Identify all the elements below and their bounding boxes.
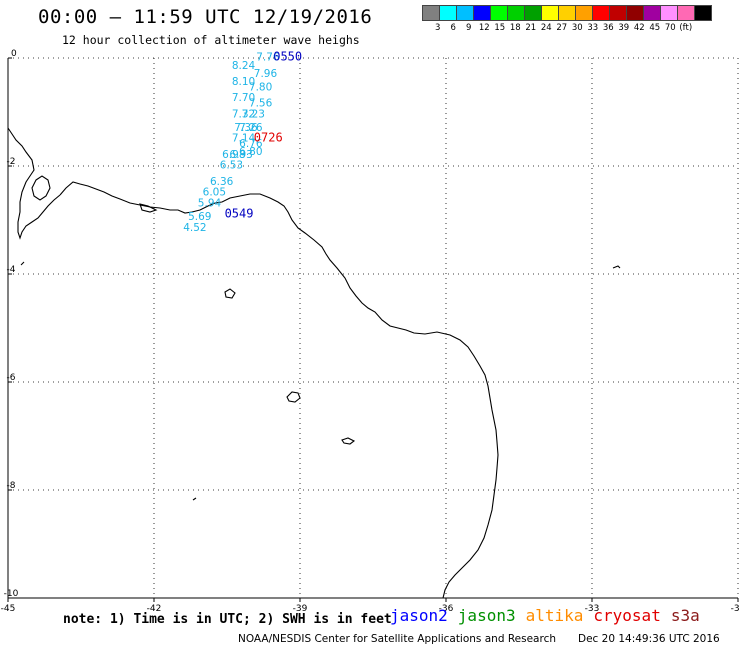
coastline-main <box>59 181 499 599</box>
coastline-lagoon <box>139 203 158 213</box>
color-scale-label: 12 <box>478 23 490 33</box>
pass-time-label: 0726 <box>254 131 283 145</box>
satellite-legend-item: s3a <box>670 606 700 625</box>
coastline-island-bay <box>31 175 51 201</box>
wave-height-value: 6.76 <box>239 138 263 150</box>
x-tick-label: -33 <box>585 604 600 614</box>
wave-height-value: 7.96 <box>254 68 278 80</box>
map-frame <box>7 58 738 599</box>
wave-height-value: 8.10 <box>232 76 255 88</box>
color-scale-label: 45 <box>649 23 661 33</box>
color-scale-label: 70 <box>664 23 676 33</box>
y-tick-label: -4 <box>7 265 16 275</box>
wave-height-value: 5.94 <box>198 198 222 210</box>
grid-lines <box>7 57 739 599</box>
wave-height-value: 6.53 <box>220 160 243 172</box>
map-title: 00:00 – 11:59 UTC 12/19/2016 <box>38 6 373 28</box>
y-tick-label: -8 <box>7 481 16 491</box>
x-tick-label: -39 <box>293 604 308 614</box>
island-jericoacoara <box>286 391 301 403</box>
x-tick-label: -42 <box>147 604 162 614</box>
wave-height-value: 7.14 <box>232 133 256 145</box>
satellite-legend-item: jason3 <box>457 606 516 625</box>
satellite-legend-item: altika <box>525 606 584 625</box>
wave-height-value: 7.76 <box>256 52 280 64</box>
x-tick-label: -45 <box>1 604 16 614</box>
wave-height-value: 5.69 <box>188 211 211 223</box>
y-tick-label: -2 <box>7 157 16 167</box>
wave-height-value: 6.80 <box>239 146 262 158</box>
color-scale-label: 21 <box>525 23 537 33</box>
color-scale-label: 3 <box>435 23 441 33</box>
wave-height-value: 7.70 <box>232 92 255 104</box>
color-scale-label: 33 <box>587 23 599 33</box>
wave-height-color-scale: 3 6 9 12 15 18 21 24 27 30 33 36 39 42 45 70 (ft) <box>422 5 712 33</box>
pass-time-label: 0549 <box>225 206 254 220</box>
color-scale-label: 39 <box>618 23 630 33</box>
color-swatch <box>694 5 712 21</box>
y-tick-label: 0 <box>11 49 17 59</box>
pass-time-labels: 0550 0726 0549 <box>225 50 303 221</box>
island-lencois <box>224 288 236 299</box>
pass-time-label: 0550 <box>273 50 302 64</box>
wave-height-value: 7.36 <box>234 122 258 134</box>
color-scale-label: 24 <box>540 23 552 33</box>
wave-height-value: 6.05 <box>203 187 226 199</box>
wave-height-value: 6.36 <box>210 176 234 188</box>
color-scale-label: 18 <box>509 23 521 33</box>
axis-ticks: -45 -42 -39 -36 -33 -30 0 -2 -4 -6 -8 -10 <box>1 49 740 614</box>
credit-footer: NOAA/NESDIS Center for Satellite Applica… <box>238 633 556 645</box>
generated-time-footer: Dec 20 14:49:36 UTC 2016 <box>578 633 720 645</box>
satellite-legend: jason2 jason3 altika cryosat s3a <box>390 606 710 625</box>
wave-height-labels: 7.768.247.968.107.807.707.567.327.23 7.36… <box>183 52 280 234</box>
coastline <box>7 127 621 599</box>
y-tick-label: -6 <box>7 373 16 383</box>
wave-height-value: 8.24 <box>232 60 256 72</box>
color-scale-label: 36 <box>602 23 614 33</box>
color-scale-swatches <box>422 5 712 21</box>
color-scale-label: 15 <box>494 23 506 33</box>
wave-height-value: 4.52 <box>183 222 206 234</box>
coastline-west-bay <box>7 127 61 240</box>
color-scale-labels: 3 6 9 12 15 18 21 24 27 30 33 36 39 42 45 70 (ft) <box>422 23 711 33</box>
x-tick-label: -36 <box>439 604 454 614</box>
wave-height-value: 7.23 <box>242 108 265 120</box>
color-scale-label: 30 <box>571 23 583 33</box>
wave-height-value: 7.32 <box>232 108 255 120</box>
satellite-legend-item: cryosat <box>593 606 661 625</box>
wave-height-value: 6.93 <box>229 149 252 161</box>
color-scale-label: 6 <box>450 23 456 33</box>
units-note: note: 1) Time is in UTC; 2) SWH is in fe… <box>63 612 392 627</box>
islet-south <box>192 497 197 501</box>
x-tick-label: -30 <box>731 604 740 614</box>
color-scale-label: 42 <box>633 23 645 33</box>
satellite-legend-item: jason2 <box>390 606 448 625</box>
y-tick-label: -10 <box>4 589 19 599</box>
color-scale-label: (ft) <box>679 23 693 33</box>
wave-height-value: 7.26 <box>239 122 263 134</box>
island-small-east <box>341 437 356 445</box>
map-subtitle: 12 hour collection of altimeter wave hei… <box>62 33 360 47</box>
wave-height-value: 7.80 <box>249 81 272 93</box>
island-rocas <box>612 265 621 269</box>
color-scale-label: 27 <box>556 23 568 33</box>
color-scale-label: 9 <box>466 23 472 33</box>
islet-west <box>20 261 25 266</box>
wave-height-value: 7.56 <box>249 98 273 110</box>
wave-height-value: 6.98 <box>222 149 245 161</box>
